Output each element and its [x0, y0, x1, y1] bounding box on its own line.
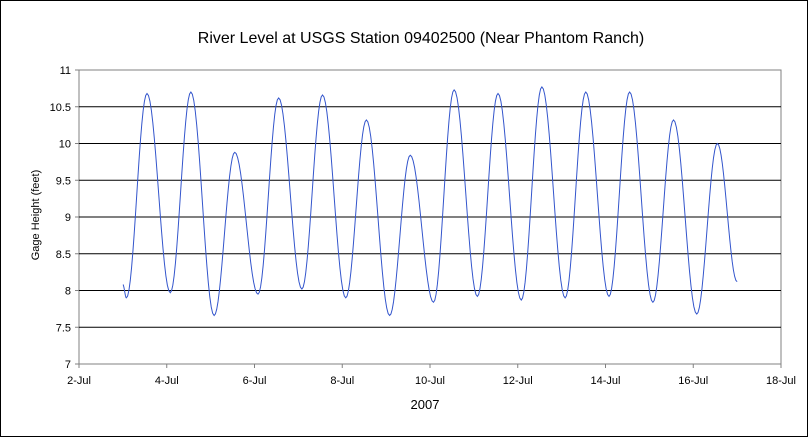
gridlines	[79, 106, 781, 328]
x-tick-label: 12-Jul	[503, 375, 533, 387]
x-axis-label: 2007	[411, 397, 440, 412]
y-tick-label: 10	[59, 139, 71, 151]
y-tick-label: 9	[65, 212, 71, 224]
y-tick-label: 11	[60, 65, 71, 77]
x-tick-label: 8-Jul	[330, 375, 354, 387]
x-tick-label: 16-Jul	[678, 375, 708, 387]
y-tick-label: 7	[65, 359, 71, 371]
y-tick-label: 10.5	[50, 102, 71, 114]
y-tick-label: 8	[65, 286, 71, 298]
y-tick-label: 8.5	[56, 249, 71, 261]
x-tick-label: 18-Jul	[766, 375, 796, 387]
chart-title: River Level at USGS Station 09402500 (Ne…	[198, 30, 644, 47]
y-tick-label: 9.5	[56, 175, 71, 187]
y-axis-ticks: 7 7.5 8 8.5 9 9.5 10 10.5 11	[50, 65, 79, 371]
x-axis-ticks: 2-Jul 4-Jul 6-Jul 8-Jul 10-Jul 12-Jul 14-Jul 16…	[67, 364, 796, 387]
y-tick-label: 7.5	[56, 322, 71, 334]
y-axis-label: Gage Height (feet)	[30, 170, 42, 261]
x-tick-label: 2-Jul	[67, 375, 91, 387]
x-tick-label: 6-Jul	[243, 375, 267, 387]
x-tick-label: 14-Jul	[591, 375, 621, 387]
x-tick-label: 4-Jul	[155, 375, 179, 387]
series-line	[122, 86, 738, 317]
x-tick-label: 10-Jul	[415, 375, 445, 387]
